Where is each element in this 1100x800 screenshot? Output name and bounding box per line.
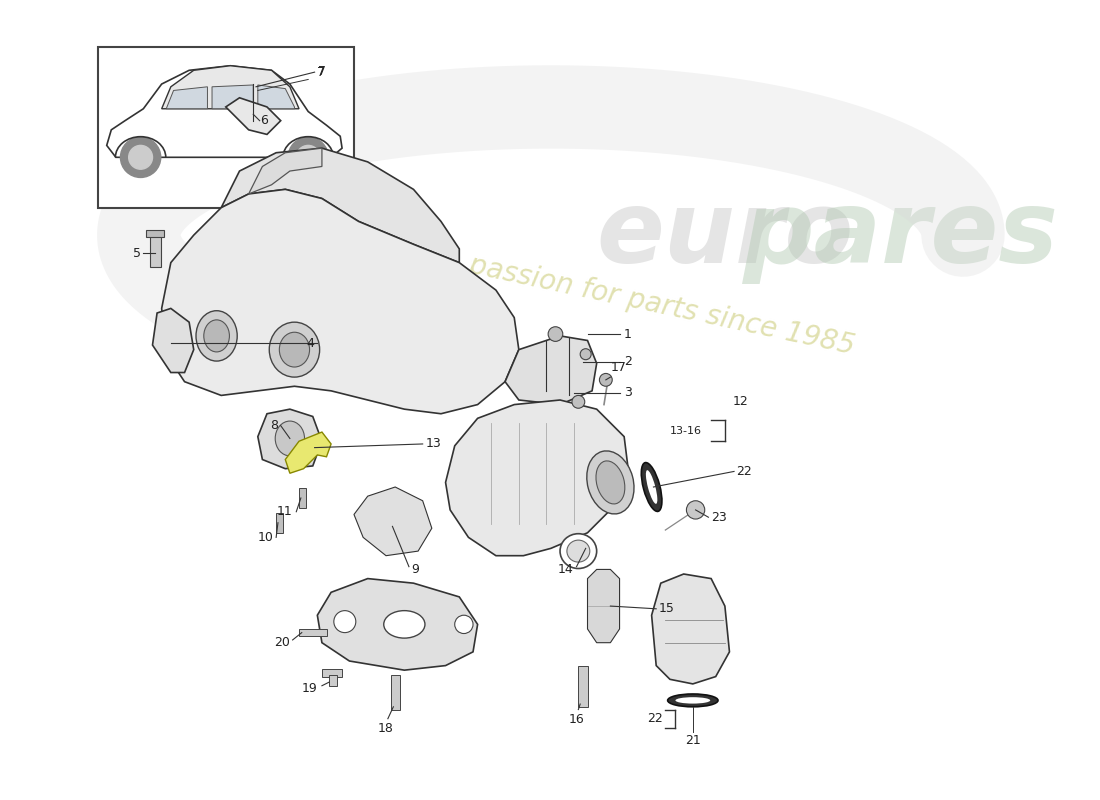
Polygon shape [162, 190, 519, 414]
Bar [276, 513, 284, 533]
Ellipse shape [586, 451, 634, 514]
Bar [329, 674, 337, 686]
Text: 20: 20 [274, 636, 290, 649]
Ellipse shape [384, 610, 425, 638]
Polygon shape [651, 574, 729, 684]
Text: 14: 14 [558, 563, 574, 576]
Text: 18: 18 [378, 722, 394, 735]
Bar [150, 235, 161, 267]
Polygon shape [587, 570, 619, 642]
Polygon shape [153, 309, 194, 373]
Circle shape [333, 610, 355, 633]
Polygon shape [226, 98, 280, 134]
Text: pares: pares [744, 186, 1059, 284]
Ellipse shape [279, 332, 309, 367]
Polygon shape [505, 336, 596, 405]
Circle shape [296, 146, 320, 170]
Polygon shape [257, 409, 322, 469]
Ellipse shape [196, 310, 238, 361]
Text: 7: 7 [317, 66, 326, 78]
Text: 22: 22 [736, 465, 751, 478]
Ellipse shape [204, 320, 230, 352]
Circle shape [288, 137, 328, 178]
Polygon shape [212, 85, 253, 109]
Bar [299, 629, 327, 636]
Text: euro: euro [596, 186, 854, 284]
Text: 2: 2 [624, 355, 632, 368]
Circle shape [120, 137, 161, 178]
Polygon shape [249, 148, 322, 194]
Circle shape [454, 615, 473, 634]
Ellipse shape [596, 461, 625, 504]
Bar [579, 666, 587, 706]
Bar [322, 670, 342, 677]
Polygon shape [221, 148, 460, 262]
Circle shape [129, 146, 153, 170]
Text: 10: 10 [257, 531, 274, 544]
Polygon shape [107, 66, 342, 158]
Ellipse shape [275, 421, 305, 456]
Bar [299, 488, 307, 508]
Text: 13-16: 13-16 [670, 426, 702, 436]
Polygon shape [166, 86, 208, 109]
Text: 15: 15 [659, 602, 674, 615]
Bar [98, 47, 354, 208]
Text: 11: 11 [277, 506, 293, 518]
Text: 4: 4 [307, 337, 315, 350]
Text: 21: 21 [685, 734, 701, 747]
Ellipse shape [668, 694, 718, 706]
Text: 19: 19 [301, 682, 317, 695]
Text: 17: 17 [610, 362, 626, 374]
Text: 12: 12 [733, 395, 748, 408]
Text: 3: 3 [624, 386, 632, 399]
Bar [390, 674, 399, 710]
Polygon shape [285, 432, 331, 474]
Circle shape [548, 326, 563, 342]
Polygon shape [257, 85, 295, 109]
Text: 7: 7 [318, 65, 326, 78]
Circle shape [580, 349, 591, 360]
Circle shape [572, 395, 585, 408]
Ellipse shape [675, 697, 711, 703]
Text: 16: 16 [569, 714, 584, 726]
Text: 1: 1 [624, 327, 632, 341]
Polygon shape [317, 578, 477, 670]
Text: 5: 5 [133, 247, 141, 260]
Text: 23: 23 [711, 510, 727, 524]
Text: 13: 13 [426, 438, 441, 450]
Ellipse shape [646, 470, 658, 504]
Polygon shape [162, 66, 299, 109]
Ellipse shape [641, 462, 662, 511]
Circle shape [600, 374, 613, 386]
Text: a passion for parts since 1985: a passion for parts since 1985 [441, 246, 857, 360]
Text: 8: 8 [270, 419, 278, 432]
Ellipse shape [566, 540, 590, 562]
Bar [146, 230, 164, 237]
Polygon shape [354, 487, 432, 556]
Ellipse shape [560, 534, 596, 569]
Text: 9: 9 [411, 563, 419, 576]
Ellipse shape [270, 322, 320, 377]
Text: 22: 22 [647, 712, 662, 726]
Text: 6: 6 [260, 114, 267, 127]
Circle shape [686, 501, 705, 519]
Polygon shape [446, 400, 629, 556]
